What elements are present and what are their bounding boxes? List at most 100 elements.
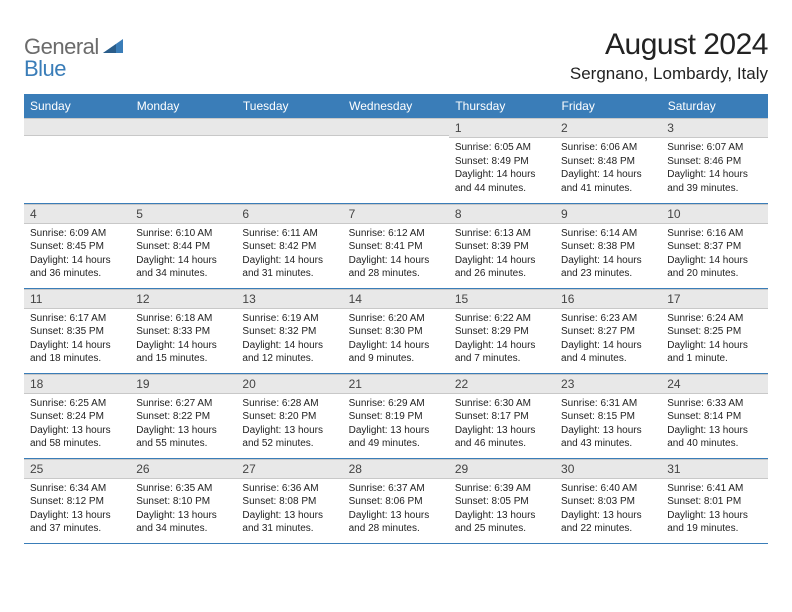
daylight-line: Daylight: 14 hours and 1 minute. xyxy=(667,339,761,366)
daynum-row: 5 xyxy=(130,204,236,224)
day-number: 5 xyxy=(130,205,236,223)
sunset-line: Sunset: 8:49 PM xyxy=(455,155,549,169)
cell-body: Sunrise: 6:17 AMSunset: 8:35 PMDaylight:… xyxy=(24,309,130,368)
cell-body: Sunrise: 6:35 AMSunset: 8:10 PMDaylight:… xyxy=(130,479,236,538)
daynum-row: 12 xyxy=(130,289,236,309)
daylight-line: Daylight: 13 hours and 34 minutes. xyxy=(136,509,230,536)
sunrise-line: Sunrise: 6:35 AM xyxy=(136,482,230,496)
daylight-line: Daylight: 13 hours and 19 minutes. xyxy=(667,509,761,536)
sunrise-line: Sunrise: 6:18 AM xyxy=(136,312,230,326)
calendar-cell: 20Sunrise: 6:28 AMSunset: 8:20 PMDayligh… xyxy=(236,373,342,458)
calendar-cell: 4Sunrise: 6:09 AMSunset: 8:45 PMDaylight… xyxy=(24,203,130,288)
daynum-row: 15 xyxy=(449,289,555,309)
daylight-line: Daylight: 14 hours and 36 minutes. xyxy=(30,254,124,281)
daynum-row: 20 xyxy=(236,374,342,394)
cell-body: Sunrise: 6:34 AMSunset: 8:12 PMDaylight:… xyxy=(24,479,130,538)
daynum-row: 3 xyxy=(661,118,767,138)
daylight-line: Daylight: 13 hours and 28 minutes. xyxy=(349,509,443,536)
daylight-line: Daylight: 14 hours and 44 minutes. xyxy=(455,168,549,195)
location-label: Sergnano, Lombardy, Italy xyxy=(570,64,768,84)
calendar-cell: 6Sunrise: 6:11 AMSunset: 8:42 PMDaylight… xyxy=(236,203,342,288)
calendar-row: 4Sunrise: 6:09 AMSunset: 8:45 PMDaylight… xyxy=(24,203,768,288)
daylight-line: Daylight: 13 hours and 49 minutes. xyxy=(349,424,443,451)
calendar-cell: 5Sunrise: 6:10 AMSunset: 8:44 PMDaylight… xyxy=(130,203,236,288)
cell-body: Sunrise: 6:41 AMSunset: 8:01 PMDaylight:… xyxy=(661,479,767,538)
sunrise-line: Sunrise: 6:07 AM xyxy=(667,141,761,155)
logo-second-wrap: Blue xyxy=(24,56,66,82)
sunrise-line: Sunrise: 6:30 AM xyxy=(455,397,549,411)
sunset-line: Sunset: 8:06 PM xyxy=(349,495,443,509)
day-number: 30 xyxy=(555,460,661,478)
cell-body: Sunrise: 6:22 AMSunset: 8:29 PMDaylight:… xyxy=(449,309,555,368)
day-number: 10 xyxy=(661,205,767,223)
calendar-cell: 19Sunrise: 6:27 AMSunset: 8:22 PMDayligh… xyxy=(130,373,236,458)
day-header: Tuesday xyxy=(236,94,342,118)
daynum-row: 29 xyxy=(449,459,555,479)
calendar-cell: 15Sunrise: 6:22 AMSunset: 8:29 PMDayligh… xyxy=(449,288,555,373)
day-number: 12 xyxy=(130,290,236,308)
calendar-cell: 24Sunrise: 6:33 AMSunset: 8:14 PMDayligh… xyxy=(661,373,767,458)
sunrise-line: Sunrise: 6:37 AM xyxy=(349,482,443,496)
title-block: August 2024 Sergnano, Lombardy, Italy xyxy=(570,28,768,84)
daynum-row: 8 xyxy=(449,204,555,224)
daynum-row: 19 xyxy=(130,374,236,394)
cell-body: Sunrise: 6:11 AMSunset: 8:42 PMDaylight:… xyxy=(236,224,342,283)
daylight-line: Daylight: 14 hours and 20 minutes. xyxy=(667,254,761,281)
sunset-line: Sunset: 8:37 PM xyxy=(667,240,761,254)
cell-body: Sunrise: 6:12 AMSunset: 8:41 PMDaylight:… xyxy=(343,224,449,283)
cell-body: Sunrise: 6:23 AMSunset: 8:27 PMDaylight:… xyxy=(555,309,661,368)
cell-body: Sunrise: 6:09 AMSunset: 8:45 PMDaylight:… xyxy=(24,224,130,283)
daynum-row: 18 xyxy=(24,374,130,394)
cell-body: Sunrise: 6:19 AMSunset: 8:32 PMDaylight:… xyxy=(236,309,342,368)
daylight-line: Daylight: 13 hours and 52 minutes. xyxy=(242,424,336,451)
day-number xyxy=(24,119,130,135)
sunrise-line: Sunrise: 6:39 AM xyxy=(455,482,549,496)
daynum-row: 13 xyxy=(236,289,342,309)
calendar-cell: 1Sunrise: 6:05 AMSunset: 8:49 PMDaylight… xyxy=(449,118,555,203)
page-header: General August 2024 Sergnano, Lombardy, … xyxy=(24,28,768,84)
day-number: 3 xyxy=(661,119,767,137)
sunset-line: Sunset: 8:30 PM xyxy=(349,325,443,339)
daylight-line: Daylight: 14 hours and 26 minutes. xyxy=(455,254,549,281)
sunrise-line: Sunrise: 6:27 AM xyxy=(136,397,230,411)
daylight-line: Daylight: 14 hours and 7 minutes. xyxy=(455,339,549,366)
daylight-line: Daylight: 13 hours and 46 minutes. xyxy=(455,424,549,451)
sunset-line: Sunset: 8:39 PM xyxy=(455,240,549,254)
daynum-row: 1 xyxy=(449,118,555,138)
calendar-cell: 11Sunrise: 6:17 AMSunset: 8:35 PMDayligh… xyxy=(24,288,130,373)
cell-body: Sunrise: 6:37 AMSunset: 8:06 PMDaylight:… xyxy=(343,479,449,538)
day-number: 20 xyxy=(236,375,342,393)
sunset-line: Sunset: 8:42 PM xyxy=(242,240,336,254)
day-number: 28 xyxy=(343,460,449,478)
daynum-row: 16 xyxy=(555,289,661,309)
calendar-cell: 25Sunrise: 6:34 AMSunset: 8:12 PMDayligh… xyxy=(24,458,130,543)
calendar-head: Sunday Monday Tuesday Wednesday Thursday… xyxy=(24,94,768,118)
sunrise-line: Sunrise: 6:16 AM xyxy=(667,227,761,241)
sunrise-line: Sunrise: 6:23 AM xyxy=(561,312,655,326)
calendar-cell xyxy=(343,118,449,203)
cell-body: Sunrise: 6:07 AMSunset: 8:46 PMDaylight:… xyxy=(661,138,767,197)
day-header: Thursday xyxy=(449,94,555,118)
calendar-cell: 13Sunrise: 6:19 AMSunset: 8:32 PMDayligh… xyxy=(236,288,342,373)
cell-body: Sunrise: 6:13 AMSunset: 8:39 PMDaylight:… xyxy=(449,224,555,283)
sunset-line: Sunset: 8:10 PM xyxy=(136,495,230,509)
day-header-row: Sunday Monday Tuesday Wednesday Thursday… xyxy=(24,94,768,118)
daynum-row: 6 xyxy=(236,204,342,224)
sunrise-line: Sunrise: 6:33 AM xyxy=(667,397,761,411)
daylight-line: Daylight: 14 hours and 4 minutes. xyxy=(561,339,655,366)
day-number: 11 xyxy=(24,290,130,308)
day-number: 26 xyxy=(130,460,236,478)
cell-body xyxy=(236,136,342,141)
cell-body xyxy=(130,136,236,141)
cell-body: Sunrise: 6:14 AMSunset: 8:38 PMDaylight:… xyxy=(555,224,661,283)
cell-body: Sunrise: 6:24 AMSunset: 8:25 PMDaylight:… xyxy=(661,309,767,368)
daynum-row: 28 xyxy=(343,459,449,479)
day-number xyxy=(236,119,342,135)
sunrise-line: Sunrise: 6:24 AM xyxy=(667,312,761,326)
daynum-row xyxy=(130,118,236,136)
sunset-line: Sunset: 8:08 PM xyxy=(242,495,336,509)
day-header: Friday xyxy=(555,94,661,118)
calendar-body: 1Sunrise: 6:05 AMSunset: 8:49 PMDaylight… xyxy=(24,118,768,543)
cell-body: Sunrise: 6:18 AMSunset: 8:33 PMDaylight:… xyxy=(130,309,236,368)
sunrise-line: Sunrise: 6:11 AM xyxy=(242,227,336,241)
